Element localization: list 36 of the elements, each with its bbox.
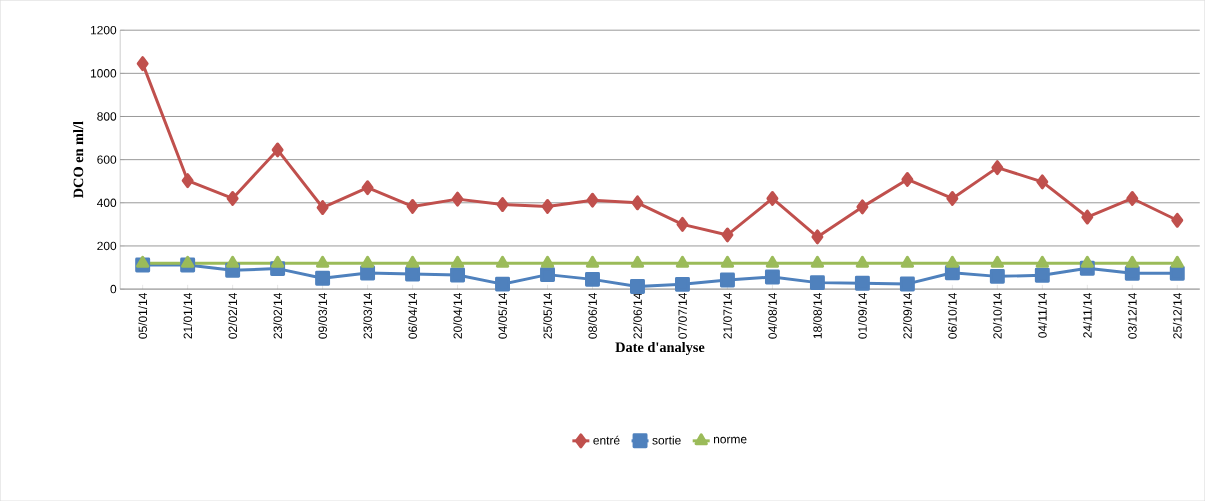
x-tick-label: 23/02/14 bbox=[273, 292, 282, 339]
x-axis-title: Date d'analyse bbox=[615, 341, 705, 355]
x-tick-label: 22/06/14 bbox=[633, 292, 642, 339]
y-tick-label: 800 bbox=[97, 112, 117, 121]
x-tick-label: 06/10/14 bbox=[947, 292, 957, 339]
x-tick-label: 01/09/14 bbox=[858, 292, 867, 339]
x-tick-label: 03/12/14 bbox=[1127, 292, 1137, 339]
x-tick-label: 25/12/14 bbox=[1172, 292, 1182, 339]
legend-label: entré bbox=[593, 435, 620, 445]
x-tick-label: 04/05/14 bbox=[498, 292, 507, 339]
x-tick-label: 04/08/14 bbox=[768, 292, 777, 339]
legend-label: norme bbox=[714, 436, 747, 444]
x-tick-label: 21/07/14 bbox=[723, 292, 732, 339]
x-tick-label: 08/06/14 bbox=[588, 292, 597, 339]
x-tick-label: 05/01/14 bbox=[138, 292, 148, 339]
x-tick-label: 20/10/14 bbox=[992, 292, 1002, 339]
y-tick-label: 400 bbox=[97, 198, 117, 207]
x-tick-label: 24/11/14 bbox=[1082, 292, 1092, 338]
x-tick-label: 09/03/14 bbox=[318, 292, 327, 339]
x-tick-label: 25/05/14 bbox=[543, 292, 552, 339]
x-tick-label: 21/01/14 bbox=[183, 292, 193, 339]
y-axis-title: DCO en ml/l bbox=[73, 121, 84, 198]
x-tick-label: 04/11/14 bbox=[1037, 292, 1047, 338]
legend-label: sortie bbox=[652, 435, 681, 445]
x-tick-label: 07/07/14 bbox=[678, 292, 687, 339]
y-tick-label: 200 bbox=[97, 241, 117, 251]
y-tick-label: 0 bbox=[110, 284, 117, 294]
x-tick-label: 18/08/14 bbox=[813, 292, 822, 339]
x-tick-label: 06/04/14 bbox=[408, 292, 417, 339]
y-tick-label: 1200 bbox=[90, 25, 117, 35]
y-tick-label: 600 bbox=[97, 155, 117, 164]
x-tick-label: 20/04/14 bbox=[453, 292, 462, 339]
x-tick-label: 23/03/14 bbox=[363, 292, 372, 339]
x-tick-label: 22/09/14 bbox=[903, 292, 912, 339]
y-tick-label: 1000 bbox=[90, 69, 117, 78]
x-tick-label: 02/02/14 bbox=[228, 292, 238, 339]
